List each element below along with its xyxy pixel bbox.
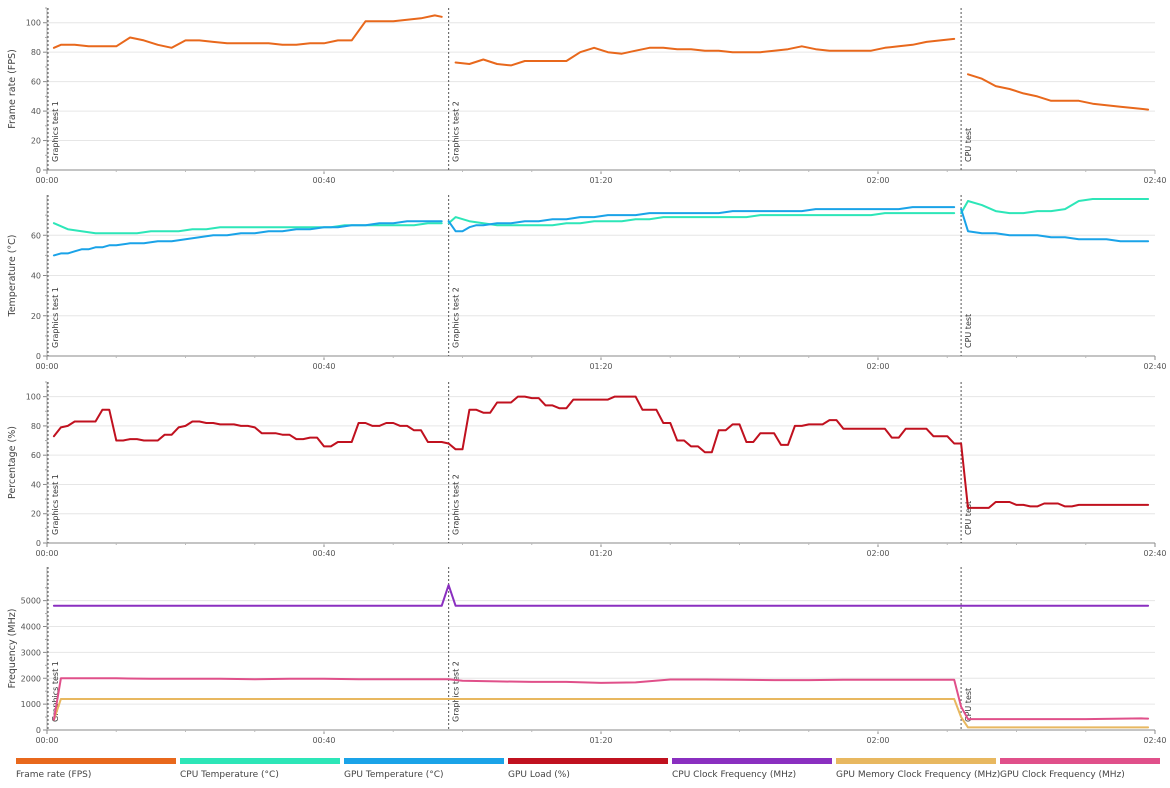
- x-tick-label: 00:40: [312, 362, 335, 371]
- legend-swatch: [508, 758, 668, 764]
- x-tick-label: 02:40: [1143, 176, 1166, 185]
- y-axis-label: Temperature (°C): [7, 235, 18, 318]
- test-marker-label: Graphics test 1: [51, 474, 60, 535]
- legend-label: GPU Temperature (°C): [344, 770, 444, 780]
- y-tick-label: 60: [31, 451, 41, 460]
- y-axis-label: Frame rate (FPS): [7, 49, 18, 129]
- test-marker-label: CPU test: [964, 688, 973, 722]
- test-marker-label: Graphics test 1: [51, 287, 60, 348]
- legend-swatch: [344, 758, 504, 764]
- series-line-gpu-temperature-c: [447, 206, 956, 233]
- y-tick-label: 60: [31, 231, 41, 240]
- y-axis-label: Frequency (MHz): [7, 609, 18, 689]
- x-tick-label: 00:00: [35, 362, 58, 371]
- test-marker-label: CPU test: [964, 314, 973, 348]
- y-tick-label: 20: [31, 137, 41, 146]
- y-tick-label: 20: [31, 510, 41, 519]
- x-tick-label: 02:40: [1143, 736, 1166, 745]
- test-marker-label: Graphics test 2: [452, 101, 461, 162]
- series-line-frame-rate-fps: [52, 14, 443, 49]
- legend-item[interactable]: GPU Temperature (°C): [344, 758, 506, 780]
- legend-swatch: [1000, 758, 1160, 764]
- x-tick-label: 01:20: [589, 549, 612, 558]
- chart-panel-2: 0 20 40 60 Temperature (°C) 00:00 00:40 01:20 02…: [7, 195, 1167, 371]
- x-tick-label: 00:00: [35, 736, 58, 745]
- x-tick-label: 02:40: [1143, 362, 1166, 371]
- legend-item[interactable]: Frame rate (FPS): [16, 758, 178, 780]
- y-tick-label: 5000: [21, 597, 41, 606]
- legend-label: CPU Temperature (°C): [180, 770, 279, 780]
- x-tick-label: 00:40: [312, 176, 335, 185]
- test-marker-label: Graphics test 2: [452, 287, 461, 348]
- legend-label: GPU Memory Clock Frequency (MHz): [836, 770, 1001, 780]
- legend-swatch: [672, 758, 832, 764]
- y-tick-label: 100: [26, 393, 41, 402]
- y-tick-label: 0: [36, 166, 41, 175]
- legend-swatch: [16, 758, 176, 764]
- legend-label: GPU Load (%): [508, 770, 570, 780]
- series-line-cpu-clock-frequency-mhz: [52, 584, 1150, 607]
- legend-label: GPU Clock Frequency (MHz): [1000, 770, 1125, 780]
- test-marker-label: Graphics test 2: [452, 661, 461, 722]
- y-tick-label: 80: [31, 422, 41, 431]
- legend-swatch: [836, 758, 996, 764]
- chart-panel-1: 0 20 40 60 80 100 Frame rate (FPS) 00:00 00:40 01…: [7, 7, 1167, 185]
- series-line-cpu-temperature-c: [960, 198, 1150, 215]
- x-tick-label: 01:20: [589, 362, 612, 371]
- x-tick-label: 02:00: [866, 176, 889, 185]
- legend-item[interactable]: GPU Memory Clock Frequency (MHz): [836, 758, 1001, 780]
- y-tick-label: 60: [31, 78, 41, 87]
- x-tick-label: 01:20: [589, 736, 612, 745]
- legend-item[interactable]: CPU Temperature (°C): [180, 758, 342, 780]
- y-tick-label: 3000: [21, 648, 41, 657]
- y-tick-label: 4000: [21, 623, 41, 632]
- x-tick-label: 00:00: [35, 549, 58, 558]
- y-tick-label: 2000: [21, 674, 41, 683]
- y-tick-label: 0: [36, 352, 41, 361]
- series-line-frame-rate-fps: [967, 73, 1150, 111]
- test-marker-label: Graphics test 2: [452, 474, 461, 535]
- y-tick-label: 80: [31, 48, 41, 57]
- y-tick-label: 40: [31, 272, 41, 281]
- legend-item[interactable]: GPU Clock Frequency (MHz): [1000, 758, 1162, 780]
- series-line-gpu-temperature-c: [52, 220, 443, 257]
- y-tick-label: 100: [26, 19, 41, 28]
- series-line-gpu-temperature-c: [960, 208, 1150, 243]
- legend-item[interactable]: GPU Load (%): [508, 758, 670, 780]
- series-line-cpu-temperature-c: [52, 222, 443, 235]
- x-tick-label: 02:00: [866, 362, 889, 371]
- series-line-gpu-clock-frequency-mhz: [52, 677, 1150, 721]
- series-line-gpu-load: [52, 395, 1150, 509]
- series-line-cpu-temperature-c: [447, 212, 956, 227]
- x-tick-label: 00:40: [312, 736, 335, 745]
- y-tick-label: 0: [36, 726, 41, 735]
- legend-label: CPU Clock Frequency (MHz): [672, 770, 797, 780]
- series-line-gpu-memory-clock-frequency-mhz: [52, 698, 1150, 729]
- chart-legend: Frame rate (FPS) CPU Temperature (°C) GPU …: [0, 758, 1170, 788]
- x-tick-label: 02:00: [866, 736, 889, 745]
- test-marker-label: Graphics test 1: [51, 101, 60, 162]
- y-tick-label: 40: [31, 107, 41, 116]
- legend-label: Frame rate (FPS): [16, 770, 92, 780]
- y-axis-label: Percentage (%): [7, 426, 18, 499]
- y-tick-label: 1000: [21, 700, 41, 709]
- x-tick-label: 02:40: [1143, 549, 1166, 558]
- test-marker-label: CPU test: [964, 128, 973, 162]
- series-line-frame-rate-fps: [454, 37, 956, 67]
- legend-item[interactable]: CPU Clock Frequency (MHz): [672, 758, 834, 780]
- test-marker-label: CPU test: [964, 501, 973, 535]
- legend-swatch: [180, 758, 340, 764]
- chart-panel-3: 0 20 40 60 80 100 Percentage (%) 00:00 00:40 01:2…: [7, 381, 1167, 558]
- x-tick-label: 01:20: [589, 176, 612, 185]
- x-tick-label: 02:00: [866, 549, 889, 558]
- x-tick-label: 00:00: [35, 176, 58, 185]
- y-tick-label: 40: [31, 480, 41, 489]
- y-tick-label: 20: [31, 312, 41, 321]
- x-tick-label: 00:40: [312, 549, 335, 558]
- test-marker-label: Graphics test 1: [51, 661, 60, 722]
- y-tick-label: 0: [36, 539, 41, 548]
